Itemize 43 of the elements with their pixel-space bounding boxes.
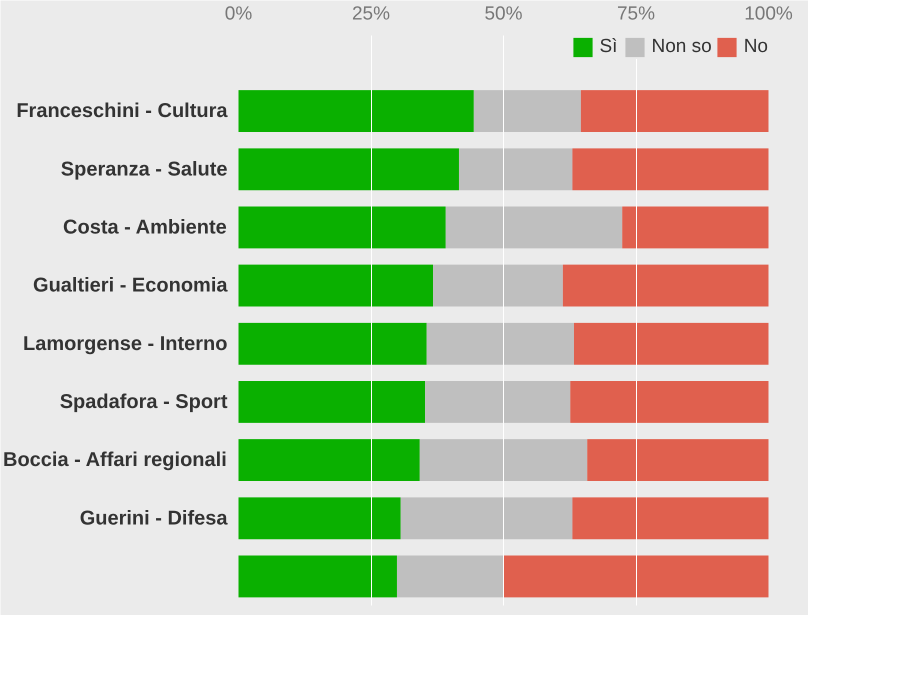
bar bbox=[238, 90, 474, 132]
bar bbox=[238, 439, 420, 482]
bar bbox=[474, 90, 581, 132]
bar bbox=[502, 555, 768, 598]
bar bbox=[400, 497, 572, 540]
bar bbox=[572, 497, 768, 540]
x-tick-label: 50% bbox=[484, 4, 523, 24]
y-tick-label: Lamorgense - Interno bbox=[23, 332, 228, 355]
y-tick-label: Costa - Ambiente bbox=[63, 216, 227, 238]
y-tick-label: Gualtieri - Economia bbox=[33, 274, 228, 297]
bar bbox=[238, 380, 426, 423]
legend-label: Non so bbox=[652, 36, 712, 58]
bar bbox=[587, 439, 768, 482]
bar bbox=[562, 264, 768, 307]
bar bbox=[426, 322, 574, 365]
bar bbox=[458, 148, 572, 190]
bar bbox=[238, 148, 459, 190]
bar bbox=[580, 90, 768, 132]
y-tick-label: Boccia - Affari regionali bbox=[3, 449, 227, 472]
bar bbox=[420, 439, 588, 482]
bar bbox=[446, 206, 622, 248]
bar bbox=[238, 497, 401, 540]
y-tick-label: Guerini - Difesa bbox=[80, 507, 228, 530]
x-tick-label: 75% bbox=[616, 4, 656, 24]
bar bbox=[574, 322, 768, 365]
y-tick-label: Franceschini - Cultura bbox=[16, 100, 228, 122]
bar bbox=[238, 264, 434, 307]
y-tick-label: Speranza - Salute bbox=[60, 158, 228, 180]
bar bbox=[396, 555, 503, 598]
x-tick-label: 0% bbox=[224, 4, 252, 24]
x-tick-label: 25% bbox=[352, 4, 390, 24]
y-tick-label: Spadafora - Sport bbox=[60, 390, 228, 413]
legend-label: No bbox=[744, 36, 768, 58]
bar bbox=[622, 206, 768, 248]
legend-label: Sì bbox=[600, 36, 618, 58]
bar bbox=[570, 380, 768, 423]
bar bbox=[572, 148, 768, 190]
bar bbox=[238, 555, 397, 598]
bar bbox=[238, 322, 427, 365]
bar bbox=[425, 380, 570, 423]
x-tick-label: 100% bbox=[744, 4, 793, 24]
bar bbox=[433, 264, 563, 307]
bar bbox=[238, 206, 446, 248]
